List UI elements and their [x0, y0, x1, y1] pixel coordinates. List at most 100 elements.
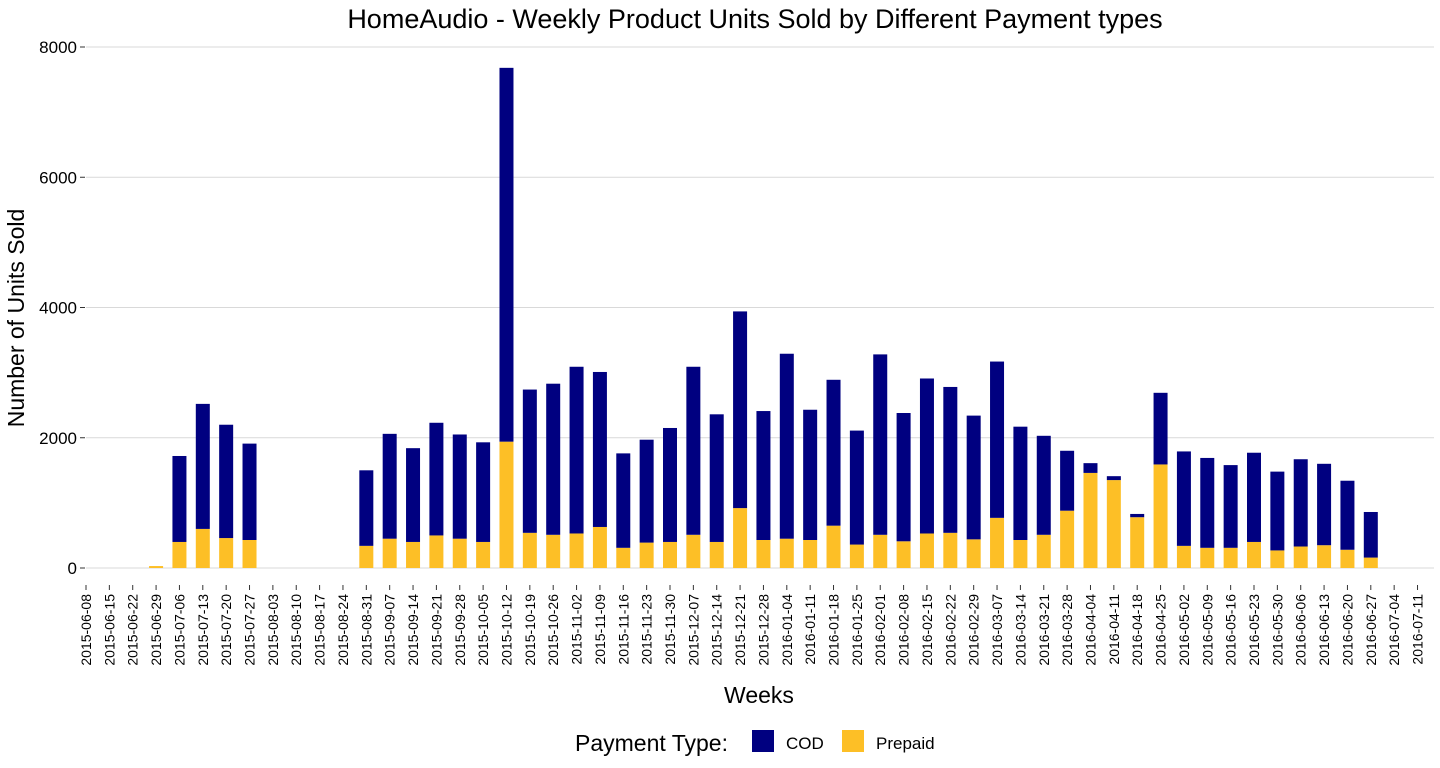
x-axis: 2015-06-08 2015-06-15 2015-06-22 2015-06-29…	[78, 585, 1426, 666]
x-tick-label: 2015-07-13	[195, 594, 211, 666]
bar-cod-2015-10-05	[476, 442, 491, 542]
x-tick-label: 2015-07-20	[218, 594, 234, 666]
x-tick-label: 2015-12-07	[685, 594, 701, 666]
bar-prepaid-2015-11-09	[592, 526, 607, 568]
x-tick-label: 2015-09-21	[428, 594, 444, 666]
x-tick-label: 2015-08-31	[358, 594, 374, 666]
bar-cod-2016-03-21	[1036, 435, 1051, 535]
bar-cod-2015-07-06	[172, 455, 187, 542]
x-tick-label: 2016-03-07	[989, 594, 1005, 666]
bar-cod-2015-10-26	[546, 383, 561, 535]
bar-prepaid-2015-10-12	[499, 441, 514, 568]
legend-label-cod: COD	[786, 734, 824, 753]
bar-prepaid-2016-06-20	[1340, 549, 1355, 568]
bar-prepaid-2015-12-14	[709, 541, 724, 568]
bar-cod-2016-04-25	[1153, 392, 1168, 465]
chart-title: HomeAudio - Weekly Product Units Sold by…	[347, 4, 1162, 34]
bar-cod-2015-09-07	[382, 433, 397, 539]
bar-cod-2015-12-14	[709, 414, 724, 542]
bar-cod-2016-02-01	[873, 354, 888, 535]
bar-cod-2016-01-04	[779, 353, 794, 539]
x-tick-label: 2016-06-13	[1316, 594, 1332, 666]
bar-cod-2015-11-09	[592, 371, 607, 527]
bar-cod-2016-01-18	[826, 379, 841, 526]
bar-cod-2015-07-27	[242, 443, 257, 540]
x-tick-label: 2015-06-08	[78, 594, 94, 666]
x-tick-label: 2015-10-12	[498, 594, 514, 666]
y-tick-label: 2000	[39, 429, 77, 448]
x-tick-label: 2015-08-03	[265, 594, 281, 666]
x-tick-label: 2015-08-24	[335, 594, 351, 666]
bar-cod-2016-05-09	[1200, 457, 1215, 548]
y-tick-label: 8000	[39, 38, 77, 57]
x-tick-label: 2016-05-16	[1223, 594, 1239, 666]
legend: Payment Type: COD Prepaid	[575, 730, 935, 756]
bar-prepaid-2015-07-27	[242, 540, 257, 568]
bar-prepaid-2016-05-16	[1223, 547, 1238, 568]
bar-prepaid-2015-11-02	[569, 533, 584, 568]
bar-cod-2015-09-14	[406, 448, 421, 542]
bar-prepaid-2015-11-30	[663, 541, 677, 568]
bar-cod-2015-11-23	[639, 439, 654, 543]
x-tick-label: 2015-12-14	[709, 594, 725, 666]
bar-cod-2015-11-16	[616, 453, 631, 548]
bar-prepaid-2016-02-22	[943, 532, 958, 568]
x-tick-label: 2015-11-02	[569, 594, 585, 665]
bar-cod-2015-07-20	[219, 424, 234, 539]
bar-cod-2016-02-08	[896, 413, 911, 542]
x-tick-label: 2016-04-11	[1106, 594, 1122, 665]
x-tick-label: 2016-01-18	[826, 594, 842, 666]
x-tick-label: 2015-11-23	[639, 594, 655, 665]
x-tick-label: 2015-10-05	[475, 594, 491, 666]
x-tick-label: 2015-08-17	[312, 594, 328, 666]
bar-prepaid-2016-06-13	[1317, 545, 1332, 568]
bar-prepaid-2016-04-04	[1083, 472, 1098, 568]
bar-prepaid-2016-01-11	[803, 540, 818, 568]
bar-prepaid-2015-10-05	[476, 541, 491, 568]
bar-prepaid-2015-10-19	[522, 532, 537, 568]
bar-prepaid-2015-12-07	[686, 534, 701, 568]
x-tick-label: 2016-06-06	[1293, 594, 1309, 666]
y-axis-title: Number of Units Sold	[3, 209, 29, 428]
x-tick-label: 2015-06-22	[125, 594, 141, 666]
bar-prepaid-2016-05-23	[1247, 541, 1261, 568]
bar-cod-2016-01-11	[803, 409, 818, 540]
bar-cod-2015-08-31	[359, 470, 374, 546]
bar-prepaid-2016-02-01	[873, 534, 888, 568]
bar-prepaid-2016-02-29	[966, 539, 981, 568]
bar-cod-2016-03-14	[1013, 426, 1028, 540]
bar-cod-2016-05-16	[1223, 465, 1238, 548]
bar-cod-2016-01-25	[849, 430, 864, 545]
bar-cod-2015-12-07	[686, 366, 701, 535]
x-tick-label: 2016-07-04	[1386, 594, 1402, 666]
x-tick-label: 2016-05-02	[1176, 594, 1192, 666]
x-tick-label: 2016-03-14	[1012, 594, 1028, 666]
bar-cod-2016-04-11	[1106, 476, 1121, 481]
x-tick-label: 2016-01-11	[802, 594, 818, 665]
bar-cod-2016-04-04	[1083, 463, 1098, 473]
bar-prepaid-2016-04-11	[1106, 480, 1121, 568]
bar-cod-2015-12-28	[756, 411, 771, 540]
bar-cod-2015-11-02	[569, 366, 584, 534]
legend-swatch-cod	[752, 730, 774, 752]
bar-cod-2016-06-27	[1363, 511, 1378, 558]
bar-prepaid-2015-09-07	[382, 538, 397, 568]
bar-cod-2016-02-29	[966, 415, 981, 540]
bar-cod-2015-10-12	[499, 67, 514, 442]
bar-cod-2016-06-06	[1293, 459, 1308, 547]
x-tick-label: 2016-07-11	[1410, 594, 1426, 665]
bar-prepaid-2016-06-27	[1363, 557, 1378, 568]
x-tick-label: 2016-03-28	[1059, 594, 1075, 666]
bar-cod-2015-12-21	[733, 311, 748, 509]
bar-prepaid-2016-01-04	[779, 538, 794, 568]
x-tick-label: 2016-03-21	[1036, 594, 1052, 666]
bar-cod-2016-06-13	[1317, 463, 1332, 546]
bar-prepaid-2016-06-06	[1293, 546, 1308, 568]
bar-prepaid-2016-03-14	[1013, 540, 1028, 568]
x-tick-label: 2016-02-08	[896, 594, 912, 666]
x-tick-label: 2015-11-30	[662, 594, 678, 665]
bar-prepaid-2015-11-23	[639, 542, 654, 568]
bar-cod-2016-03-28	[1060, 450, 1075, 511]
y-tick-label: 4000	[39, 299, 77, 318]
x-tick-label: 2016-01-25	[849, 594, 865, 666]
